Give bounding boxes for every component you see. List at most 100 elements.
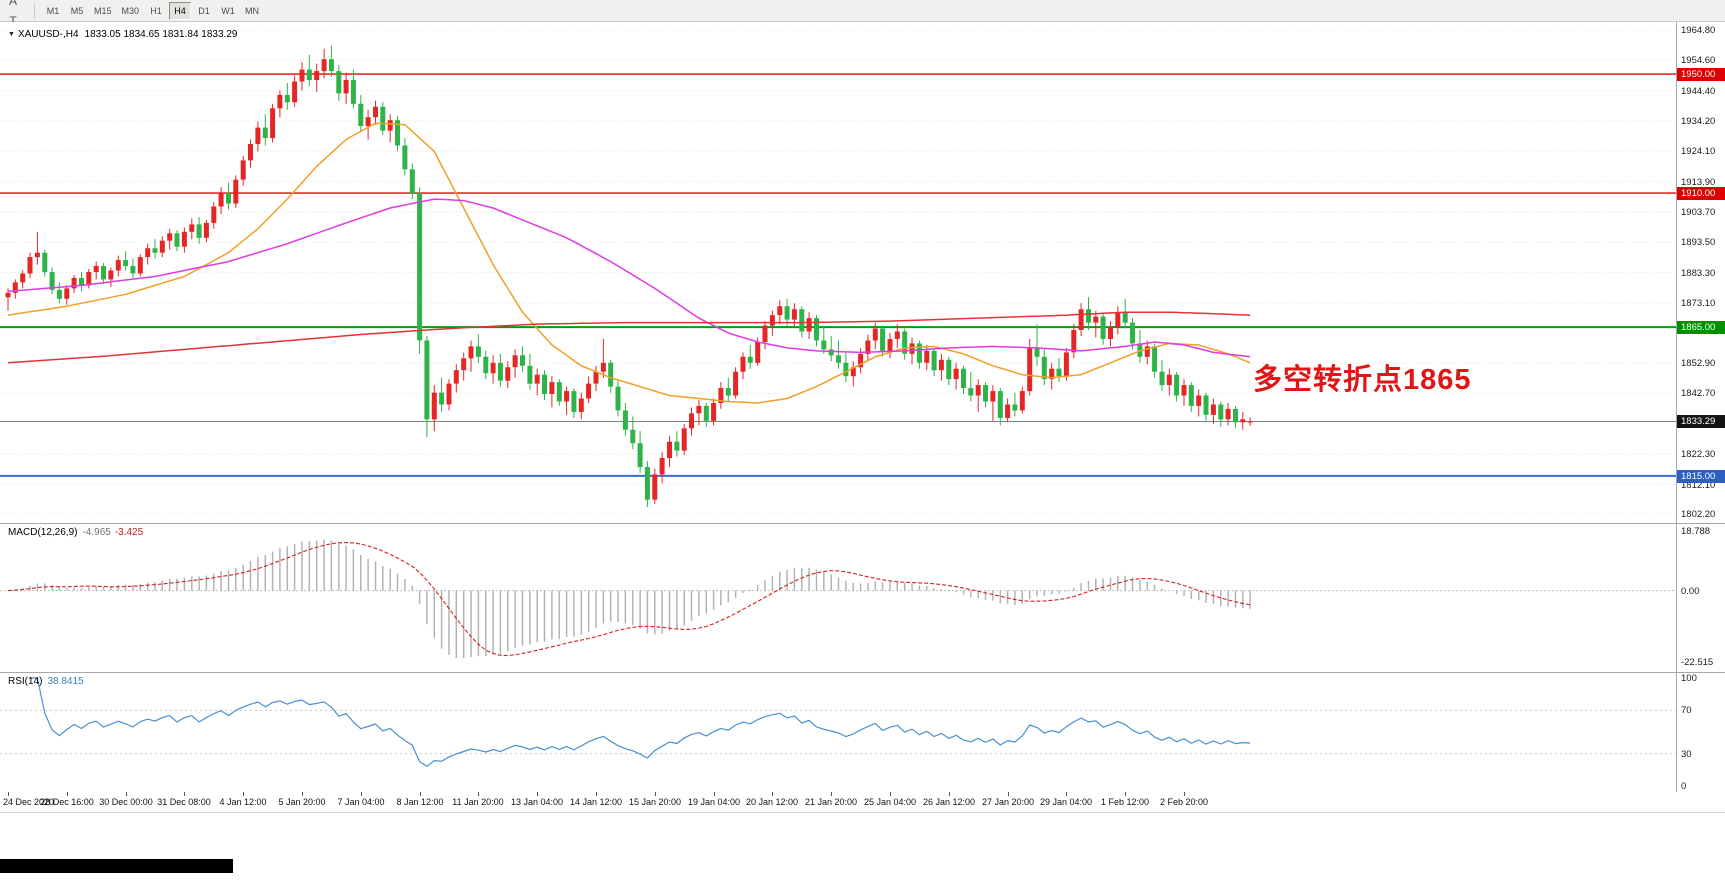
time-tick	[361, 792, 362, 796]
horizontal-level-lines[interactable]	[0, 73, 1677, 477]
price-axis-label: -22.515	[1681, 657, 1714, 668]
macd-signal-value: -3.425	[114, 527, 144, 538]
time-axis-label: 5 Jan 20:00	[278, 797, 326, 807]
timeframe-button-m30[interactable]: M30	[121, 5, 140, 16]
time-axis-label: 29 Jan 04:00	[1039, 797, 1093, 807]
price-axis-label: 1812.10	[1681, 480, 1716, 491]
time-tick	[772, 792, 773, 796]
time-tick	[478, 792, 479, 796]
time-axis-label: 19 Jan 04:00	[687, 797, 741, 807]
rsi-title: RSI(14)	[8, 676, 43, 687]
minimized-window-bar[interactable]	[0, 859, 233, 873]
symbol-timeframe-text: XAUUSD-,H4	[17, 29, 79, 40]
price-level-badge: 1950.00	[1677, 68, 1725, 81]
candles[interactable]	[5, 45, 1253, 508]
price-axis-border	[1676, 22, 1677, 792]
time-axis-label: 11 Jan 20:00	[452, 797, 504, 807]
time-axis-label: 7 Jan 04:00	[337, 797, 385, 807]
time-axis-label: 1 Feb 12:00	[1100, 797, 1150, 807]
time-axis-label: 4 Jan 12:00	[219, 797, 267, 807]
price-axis-label: 100	[1681, 673, 1697, 684]
fast-ma-line[interactable]	[7, 122, 1251, 404]
time-axis[interactable]: 24 Dec 2020 28 Dec 16:00 30 Dec 00:00 31 De…	[0, 792, 1725, 812]
macd-histogram	[14, 539, 1251, 659]
time-tick	[302, 792, 303, 796]
timeframe-button-d1[interactable]: D1	[198, 5, 210, 16]
time-axis-label: 21 Jan 20:00	[804, 797, 858, 807]
macd-main-value: -4.965	[82, 527, 111, 538]
price-axis-label: 1964.80	[1681, 25, 1716, 36]
chart-window: ▼ XAUUSD-,H4 1833.05 1834.65 1831.84 1833.…	[0, 22, 1725, 895]
candlestick-chart[interactable]	[0, 22, 1677, 523]
price-axis-label: 1924.10	[1681, 146, 1716, 157]
price-axis-label: 1913.90	[1681, 177, 1716, 188]
macd-indicator-panel[interactable]	[0, 523, 1677, 672]
price-axis-label: 0	[1681, 781, 1687, 792]
time-axis-label: 28 Dec 16:00	[40, 797, 94, 807]
rsi-guide-lines	[0, 709, 1677, 755]
price-level-badge: 1865.00	[1677, 321, 1725, 334]
ohlc-values: 1833.05 1834.65 1831.84 1833.29	[84, 29, 238, 40]
text-tool-button-glyph: T	[9, 13, 17, 28]
timeframe-button-h4[interactable]: H4	[169, 1, 192, 20]
time-axis-label: 27 Jan 20:00	[981, 797, 1035, 807]
rsi-value: 38.8415	[47, 676, 84, 687]
price-axis-label: 1822.30	[1681, 449, 1716, 460]
time-tick	[67, 792, 68, 796]
annotate-a-button-glyph: A	[8, 0, 17, 8]
price-level-badge: 1815.00	[1677, 470, 1725, 483]
price-axis[interactable]: 1964.80 1954.60 1944.40 1934.20 1924.10 1913.…	[1677, 22, 1725, 812]
timeframe-button-mn[interactable]: MN	[245, 5, 260, 16]
timeframe-button-w1[interactable]: W1	[221, 5, 235, 16]
time-tick	[537, 792, 538, 796]
time-tick	[420, 792, 421, 796]
timeframe-button-m5[interactable]: M5	[70, 5, 84, 16]
macd-title: MACD(12,26,9)	[8, 527, 78, 538]
time-axis-label: 26 Jan 12:00	[922, 797, 976, 807]
medium-ma-line[interactable]	[7, 198, 1251, 358]
text-tool-button[interactable]: T	[2, 11, 24, 31]
price-axis-label: 70	[1681, 705, 1692, 716]
time-tick	[1008, 792, 1009, 796]
macd-panel-label: MACD(12,26,9) -4.965 -3.425	[8, 527, 143, 538]
time-axis-label: 2 Feb 20:00	[1159, 797, 1209, 807]
time-axis-label: 15 Jan 20:00	[628, 797, 682, 807]
timeframe-button-h1[interactable]: H1	[150, 5, 162, 16]
time-tick	[184, 792, 185, 796]
rsi-line	[30, 677, 1251, 767]
price-axis-label: 1954.60	[1681, 55, 1716, 66]
price-axis-label: 0.00	[1681, 586, 1700, 597]
time-axis-label: 8 Jan 12:00	[396, 797, 444, 807]
rsi-panel-label: RSI(14) 38.8415	[8, 676, 84, 687]
time-axis-label: 14 Jan 12:00	[569, 797, 623, 807]
chart-dropdown-icon[interactable]: ▼	[8, 31, 15, 38]
rsi-indicator-panel[interactable]	[0, 672, 1677, 792]
time-tick	[714, 792, 715, 796]
time-tick	[1125, 792, 1126, 796]
chart-text-annotation[interactable]: 多空转折点1865	[1253, 364, 1472, 396]
price-axis-label: 1802.20	[1681, 509, 1716, 520]
price-axis-label: 1944.40	[1681, 86, 1716, 97]
panel-separator[interactable]	[0, 523, 1725, 524]
annotate-a-button[interactable]: A	[2, 0, 24, 11]
price-axis-label: 18.788	[1681, 526, 1711, 537]
timeframe-toolbar: M1 M5 M15 M30 H1 H4 D1 W1 MN	[41, 1, 264, 20]
price-axis-label: 1883.30	[1681, 268, 1716, 279]
price-axis-label: 1893.50	[1681, 237, 1716, 248]
chart-symbol-label[interactable]: ▼ XAUUSD-,H4 1833.05 1834.65 1831.84 1833.…	[8, 29, 237, 40]
time-tick	[1184, 792, 1185, 796]
timeframe-button-m1[interactable]: M1	[46, 5, 60, 16]
price-gridlines	[0, 29, 1677, 515]
time-tick	[1066, 792, 1067, 796]
price-axis-label: 1852.90	[1681, 358, 1716, 369]
chart-bottom-edge	[0, 812, 1725, 813]
panel-separator[interactable]	[0, 672, 1725, 673]
price-axis-label: 1873.10	[1681, 298, 1716, 309]
price-axis-label: 1934.20	[1681, 116, 1716, 127]
slow-ma-line[interactable]	[7, 311, 1251, 364]
time-axis-label: 20 Jan 12:00	[745, 797, 799, 807]
time-axis-label: 13 Jan 04:00	[510, 797, 564, 807]
timeframe-button-m15[interactable]: M15	[94, 5, 112, 16]
time-tick	[655, 792, 656, 796]
time-tick	[890, 792, 891, 796]
